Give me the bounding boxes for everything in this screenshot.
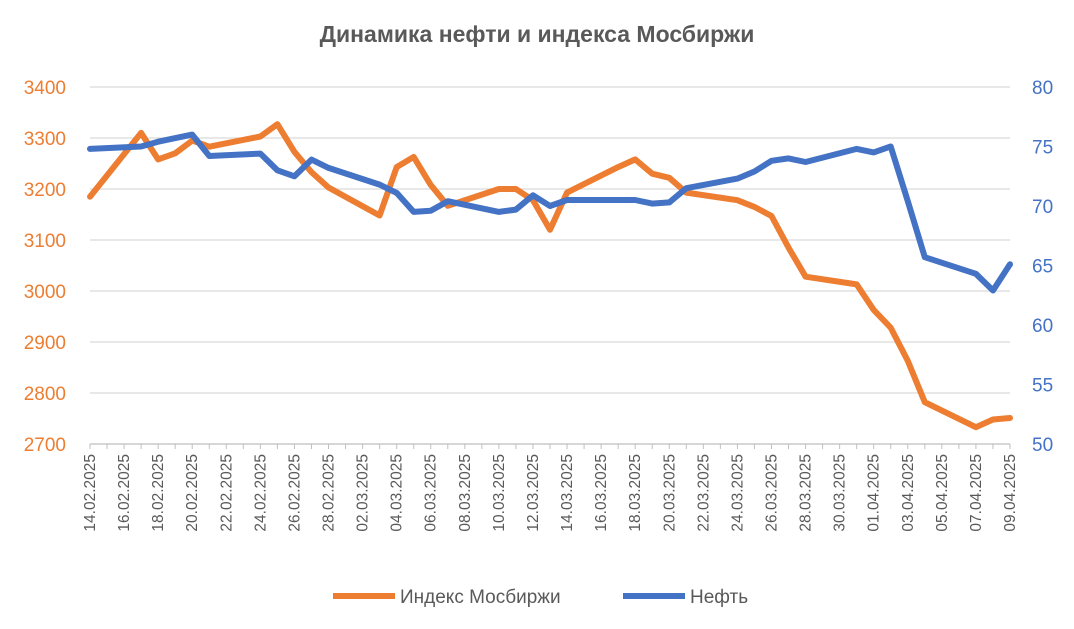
x-tick-label: 22.03.2025 <box>695 454 712 532</box>
x-tick-label: 24.03.2025 <box>729 454 746 532</box>
y-left-tick-label: 3100 <box>24 231 66 252</box>
x-tick-label: 18.02.2025 <box>150 454 167 532</box>
x-tick-label: 10.03.2025 <box>491 454 508 532</box>
y-right-tick-label: 55 <box>1032 376 1053 397</box>
x-tick-label: 18.03.2025 <box>627 454 644 532</box>
x-tick-label: 28.02.2025 <box>321 454 338 532</box>
x-tick-label: 26.03.2025 <box>763 454 780 532</box>
axes: 3400 3300 3200 3100 3000 2900 2800 2700 80 75 70 65… <box>24 78 1053 532</box>
y-right-tick-label: 50 <box>1032 435 1053 456</box>
x-tick-label: 05.04.2025 <box>934 454 951 532</box>
y-left-tick-label: 3000 <box>24 282 66 303</box>
y-left-tick-label: 2700 <box>24 435 66 456</box>
y-right-tick-label: 65 <box>1032 257 1053 278</box>
x-tick-label: 16.02.2025 <box>116 454 133 532</box>
series-line-index <box>87 121 1013 431</box>
x-tick-label: 07.04.2025 <box>968 454 985 532</box>
legend-label-oil: Нефть <box>690 587 748 608</box>
y-left-tick-label: 2900 <box>24 333 66 354</box>
x-tick-label: 20.03.2025 <box>661 454 678 532</box>
x-tick-label: 04.03.2025 <box>389 454 406 532</box>
legend-label-index: Индекс Мосбиржи <box>400 587 561 608</box>
x-tick-label: 09.04.2025 <box>1002 454 1019 532</box>
y-right-tick-label: 70 <box>1032 197 1053 218</box>
y-left-tick-label: 3200 <box>24 180 66 201</box>
x-tick-label: 14.02.2025 <box>82 454 99 532</box>
x-tick-label: 08.03.2025 <box>457 454 474 532</box>
x-tick-label: 02.03.2025 <box>355 454 372 532</box>
x-tick-label: 14.03.2025 <box>559 454 576 532</box>
y-right-tick-label: 60 <box>1032 316 1053 337</box>
x-tick-label: 03.04.2025 <box>900 454 917 532</box>
x-tick-label: 06.03.2025 <box>423 454 440 532</box>
y-right-tick-label: 80 <box>1032 78 1053 99</box>
series-lines <box>87 121 1013 431</box>
y-left-tick-label: 3400 <box>24 78 66 99</box>
x-tick-label: 26.02.2025 <box>286 454 303 532</box>
chart-title: Динамика нефти и индекса Мосбиржи <box>320 21 755 47</box>
y-left-tick-label: 3300 <box>24 129 66 150</box>
y-right-tick-label: 75 <box>1032 138 1053 159</box>
x-tick-label: 12.03.2025 <box>525 454 542 532</box>
x-tick-label: 24.02.2025 <box>252 454 269 532</box>
y-left-tick-label: 2800 <box>24 384 66 405</box>
gridlines <box>90 86 1010 394</box>
x-tick-label: 01.04.2025 <box>866 454 883 532</box>
x-tick-label: 20.02.2025 <box>184 454 201 532</box>
x-tick-label: 22.02.2025 <box>218 454 235 532</box>
legend: Индекс Мосбиржи Нефть <box>333 587 748 608</box>
series-line-oil <box>87 131 1013 294</box>
x-tick-label: 16.03.2025 <box>593 454 610 532</box>
x-tick-label: 30.03.2025 <box>832 454 849 532</box>
x-tick-label: 28.03.2025 <box>798 454 815 532</box>
